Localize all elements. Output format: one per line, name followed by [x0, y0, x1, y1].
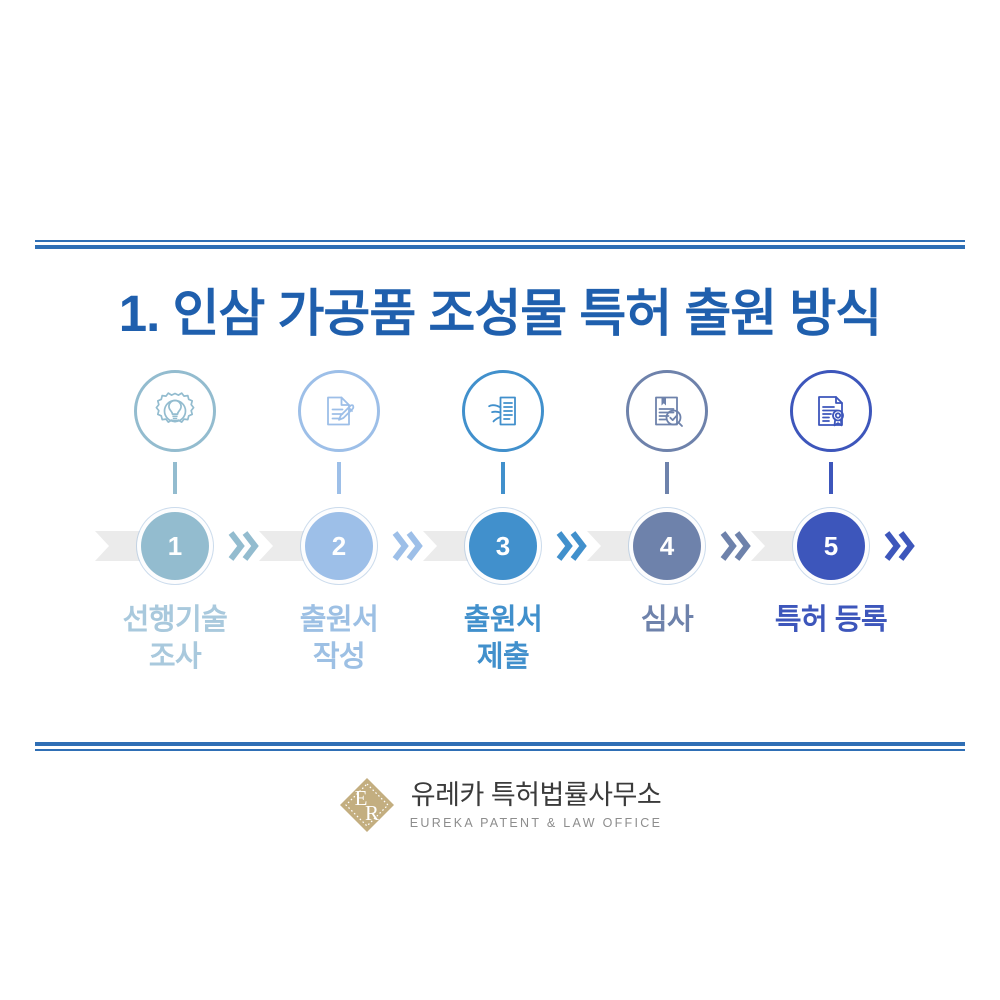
divider-top-thick-rule — [35, 245, 965, 249]
lightbulb-gear-icon — [134, 370, 216, 452]
step-number-badge: 3 — [469, 512, 537, 580]
process-step-3: 3출원서 제출 — [421, 370, 585, 690]
step-connector-line — [337, 462, 341, 494]
chevron-right-icon — [883, 526, 917, 566]
step-number-badge: 4 — [633, 512, 701, 580]
document-magnifier-check-icon — [626, 370, 708, 452]
process-step-4: 4심사 — [585, 370, 749, 690]
logo-text-block: 유레카 특허법률사무소 EUREKA PATENT & LAW OFFICE — [410, 780, 662, 830]
step-number-text: 5 — [824, 533, 838, 559]
logo-name-korean: 유레카 특허법률사무소 — [411, 780, 661, 811]
step-number-text: 3 — [496, 533, 510, 559]
step-number-badge: 5 — [797, 512, 865, 580]
step-number-text: 4 — [660, 533, 674, 559]
logo-name-english: EUREKA PATENT & LAW OFFICE — [410, 816, 662, 830]
step-number-text: 1 — [168, 533, 182, 559]
step-connector-line — [173, 462, 177, 494]
page-title: 1. 인삼 가공품 조성물 특허 출원 방식 — [0, 272, 1000, 346]
step-connector-line — [501, 462, 505, 494]
process-step-1: 1선행기술 조사 — [93, 370, 257, 690]
svg-text:R: R — [365, 801, 379, 825]
divider-bottom-thin-rule — [35, 749, 965, 751]
infographic-page: 1. 인삼 가공품 조성물 특허 출원 방식 1선행기술 조사 2출원서 작 — [0, 0, 1000, 1000]
step-number-badge: 1 — [141, 512, 209, 580]
chevron-right-icon — [719, 526, 753, 566]
step-connector-line — [829, 462, 833, 494]
chevron-right-icon — [391, 526, 425, 566]
company-logo: E R 유레카 특허법률사무소 EUREKA PATENT & LAW OFFI… — [0, 776, 1000, 834]
chevron-right-icon — [555, 526, 589, 566]
process-step-2: 2출원서 작성 — [257, 370, 421, 690]
certificate-seal-icon — [790, 370, 872, 452]
logo-diamond-mark: E R — [338, 776, 396, 834]
chevron-right-icon — [227, 526, 261, 566]
step-number-text: 2 — [332, 533, 346, 559]
divider-bottom — [35, 742, 965, 751]
process-flow: 1선행기술 조사 2출원서 작성 3출원서 제출 — [0, 370, 1000, 690]
hand-document-icon — [462, 370, 544, 452]
step-number-badge: 2 — [305, 512, 373, 580]
process-step-5: 5특허 등록 — [749, 370, 913, 690]
document-pencil-icon — [298, 370, 380, 452]
step-connector-line — [665, 462, 669, 494]
divider-top — [35, 240, 965, 249]
step-label: 특허 등록 — [733, 602, 929, 639]
